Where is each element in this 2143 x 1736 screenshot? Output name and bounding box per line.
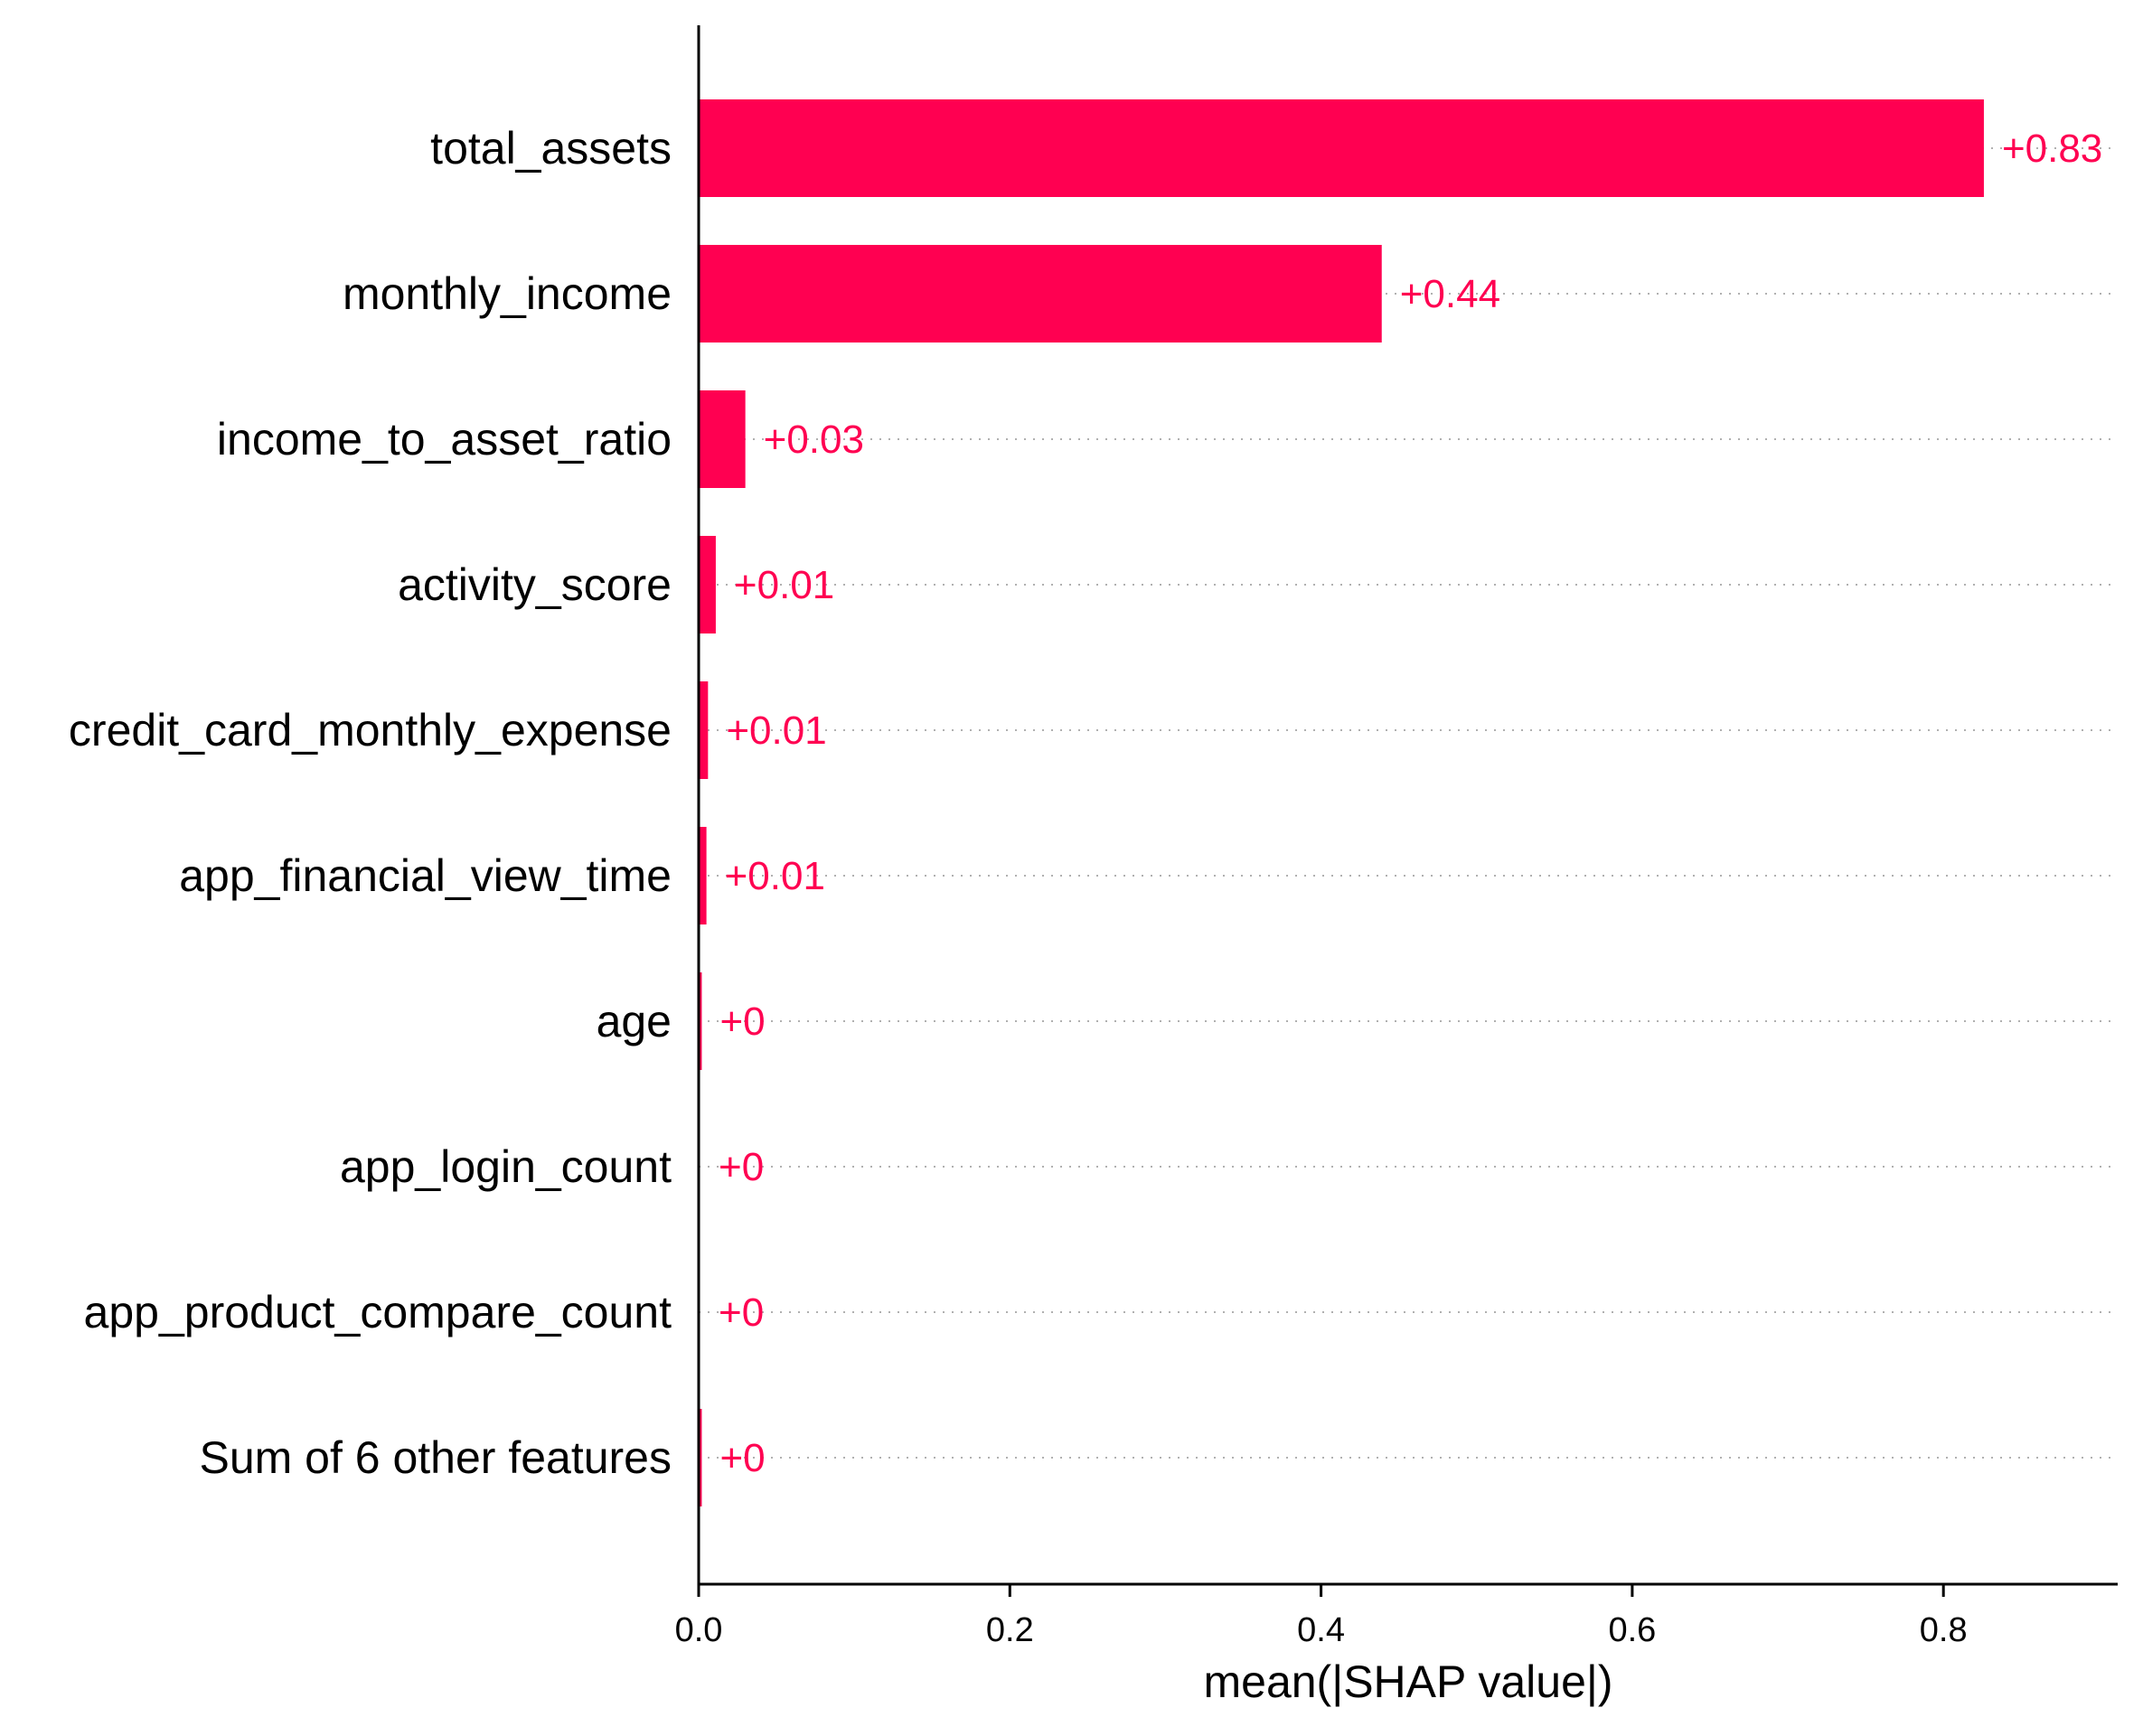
value-label: +0 — [719, 1145, 764, 1189]
value-label: +0 — [719, 1436, 765, 1480]
bar — [699, 99, 1984, 197]
feature-label: app_login_count — [340, 1141, 672, 1192]
bar — [699, 390, 746, 488]
value-label: +0.83 — [2002, 127, 2102, 171]
x-axis-title: mean(|SHAP value|) — [1203, 1656, 1612, 1707]
bar — [699, 1409, 702, 1506]
x-tick-label: 0.0 — [675, 1611, 723, 1649]
value-label: +0.01 — [734, 563, 834, 607]
bar — [699, 972, 702, 1070]
bar — [699, 681, 709, 779]
feature-label: age — [597, 996, 672, 1046]
feature-label: app_product_compare_count — [84, 1287, 672, 1337]
bars — [699, 99, 1984, 1506]
feature-label: monthly_income — [343, 268, 672, 319]
bar — [699, 245, 1382, 343]
value-label: +0 — [719, 999, 765, 1044]
x-tick-label: 0.4 — [1297, 1611, 1345, 1649]
feature-label: total_assets — [430, 123, 672, 174]
feature-label: activity_score — [398, 559, 672, 610]
feature-label: Sum of 6 other features — [199, 1432, 672, 1483]
feature-label: app_financial_view_time — [179, 850, 672, 901]
x-tick-label: 0.2 — [986, 1611, 1034, 1649]
x-tick-label: 0.6 — [1608, 1611, 1656, 1649]
value-label: +0.01 — [725, 854, 825, 898]
feature-label: credit_card_monthly_expense — [69, 705, 672, 755]
feature-label: income_to_asset_ratio — [217, 414, 672, 464]
value-label: +0.44 — [1400, 272, 1500, 316]
row-guide-lines — [699, 147, 2118, 1459]
axes — [697, 25, 2118, 1586]
value-label: +0.03 — [764, 418, 864, 462]
value-labels: +0.83 +0.44 +0.03 +0.01 +0.01 +0.01 +0 +0 +0 +0 — [719, 127, 2102, 1480]
value-label: +0.01 — [726, 708, 826, 753]
x-ticks: 0.0 0.2 0.4 0.6 0.8 — [675, 1584, 1968, 1649]
x-tick-label: 0.8 — [1920, 1611, 1968, 1649]
feature-labels: total_assets monthly_income income_to_asse… — [69, 123, 672, 1483]
value-label: +0 — [719, 1290, 764, 1335]
bar — [699, 827, 707, 924]
bar — [699, 536, 716, 633]
